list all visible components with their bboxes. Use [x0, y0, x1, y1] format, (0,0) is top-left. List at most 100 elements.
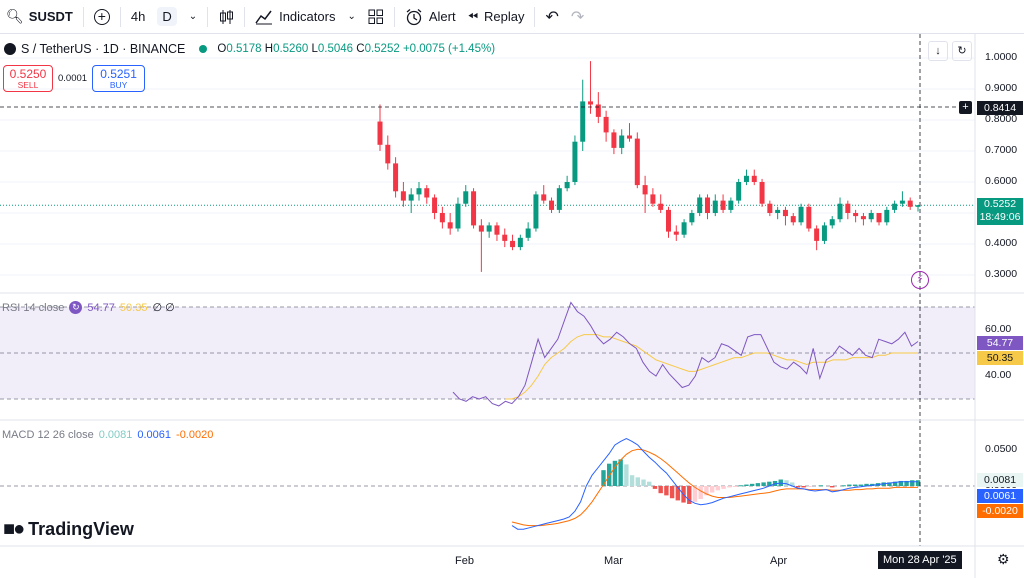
candle-body: [478, 225, 484, 232]
candlestick-series: [377, 61, 921, 272]
candle-body: [627, 135, 633, 139]
candle-body: [712, 200, 718, 213]
candle-body: [899, 200, 905, 204]
macd-histogram-bar: [647, 481, 652, 486]
candle-body: [533, 194, 539, 229]
macd-histogram-bar: [732, 486, 738, 487]
macd-histogram-bar: [910, 480, 915, 486]
macd-tick: 0.0500: [985, 443, 1018, 455]
undo-button[interactable]: ↶: [539, 0, 564, 34]
chart-type-button[interactable]: [212, 0, 240, 34]
crosshair-date-tag: Mon 28 Apr '25: [878, 551, 962, 569]
refresh-icon[interactable]: ↻: [69, 301, 83, 314]
macd-histogram-bar: [738, 485, 743, 487]
undo-icon: ↶: [545, 8, 559, 26]
candle-body: [868, 213, 874, 220]
rsi-line: [452, 301, 919, 407]
candle-body: [603, 116, 609, 133]
rsi-ma-line: [505, 334, 918, 400]
candle-body: [751, 175, 757, 182]
market-open-dot: [199, 45, 208, 53]
redo-button[interactable]: ↷: [565, 0, 590, 34]
fullscreen-button[interactable]: ↻: [952, 41, 972, 61]
candle-body: [447, 222, 453, 229]
settings-gear-icon[interactable]: ⚙︎: [997, 551, 1010, 567]
macd-hist-tag: 0.0081: [977, 473, 1023, 487]
time-label-apr: Apr: [770, 555, 788, 567]
trade-buttons: 0.5250 SELL 0.0001 0.5251 BUY: [3, 65, 146, 92]
macd-histogram-bar: [721, 486, 726, 489]
macd-histogram-bar: [607, 463, 612, 486]
candle-body: [595, 104, 601, 117]
macd-histogram-bar: [807, 486, 812, 487]
candle-body: [829, 219, 835, 226]
candle-body: [580, 101, 586, 142]
symbol-logo-icon: [4, 43, 16, 55]
time-label-feb: Feb: [455, 555, 474, 567]
candle-body: [517, 237, 523, 248]
grid-lines: [0, 57, 975, 487]
macd-signal-value: -0.0020: [176, 429, 214, 441]
macd-line: [511, 437, 918, 530]
macd-histogram-bar: [847, 484, 852, 486]
macd-histogram-bar: [618, 459, 623, 486]
macd-histogram-bar: [904, 480, 909, 486]
candle-body: [915, 205, 921, 207]
compare-button[interactable]: +: [88, 0, 116, 34]
candle-body: [416, 188, 422, 195]
crosshair-add-button[interactable]: +: [959, 101, 972, 114]
last-price-tag: 0.5252 18:49:06: [977, 198, 1023, 225]
candle-body: [775, 209, 781, 213]
candle-body: [463, 191, 469, 204]
symbol-search[interactable]: 🔍︎ SUSDT: [0, 0, 79, 34]
candle-body: [845, 203, 851, 213]
layout-grid-icon: [368, 9, 383, 24]
candle-body: [798, 206, 804, 223]
macd-histogram-bar: [789, 482, 795, 486]
sell-button[interactable]: 0.5250 SELL: [3, 65, 53, 92]
scroll-down-button[interactable]: ↓: [928, 41, 948, 61]
macd-histogram-bar: [744, 484, 749, 486]
rsi-band: [0, 307, 975, 399]
chart-canvas[interactable]: [0, 34, 1024, 578]
macd-histogram-bar: [887, 482, 892, 486]
candle-body: [385, 144, 391, 164]
price-tick: 0.9000: [985, 82, 1018, 94]
lightning-icon[interactable]: ⚡︎: [911, 271, 929, 289]
indicators-dropdown[interactable]: ⌄: [341, 0, 361, 34]
candle-body: [486, 225, 492, 232]
candle-body: [400, 191, 406, 201]
replay-button[interactable]: ⏪︎ Replay: [467, 8, 525, 25]
alert-button[interactable]: Alert: [399, 0, 462, 34]
candle-body: [556, 188, 562, 210]
layouts-button[interactable]: [362, 0, 390, 34]
candle-body: [743, 175, 749, 182]
symbol-label: SUSDT: [28, 9, 73, 24]
timeframe-d[interactable]: D: [151, 0, 182, 34]
tradingview-logo[interactable]: ■● TradingView: [3, 518, 134, 541]
macd-histogram-bar: [669, 486, 675, 499]
macd-histogram-bar: [864, 483, 869, 486]
candle-body: [860, 216, 866, 220]
buy-button[interactable]: 0.5251 BUY: [92, 65, 146, 92]
macd-histogram-bar: [664, 486, 669, 496]
timeframe-dropdown[interactable]: ⌄: [183, 0, 203, 34]
candle-body: [681, 222, 687, 235]
rsi-legend: RSI 14 close ↻ 54.77 50.35 ∅ ∅: [2, 301, 175, 314]
candles-icon: [220, 9, 234, 24]
candle-body: [665, 209, 671, 232]
timeframe-4h[interactable]: 4h: [130, 9, 146, 24]
macd-histogram-bar: [892, 481, 898, 486]
macd-histogram-bar: [652, 486, 658, 489]
macd-histogram-bar: [692, 486, 698, 502]
candle-body: [697, 197, 703, 213]
divider: [393, 6, 395, 27]
candle-body: [814, 228, 820, 241]
divider: [207, 6, 209, 27]
candle-body: [432, 197, 438, 213]
candle-body: [525, 228, 531, 238]
chart-legend: S / TetherUS · 1D · BINANCE O0.5178 H0.5…: [4, 42, 495, 56]
candle-body: [728, 200, 734, 210]
candle-body: [439, 213, 445, 223]
indicators-button[interactable]: Indicators: [249, 0, 341, 34]
